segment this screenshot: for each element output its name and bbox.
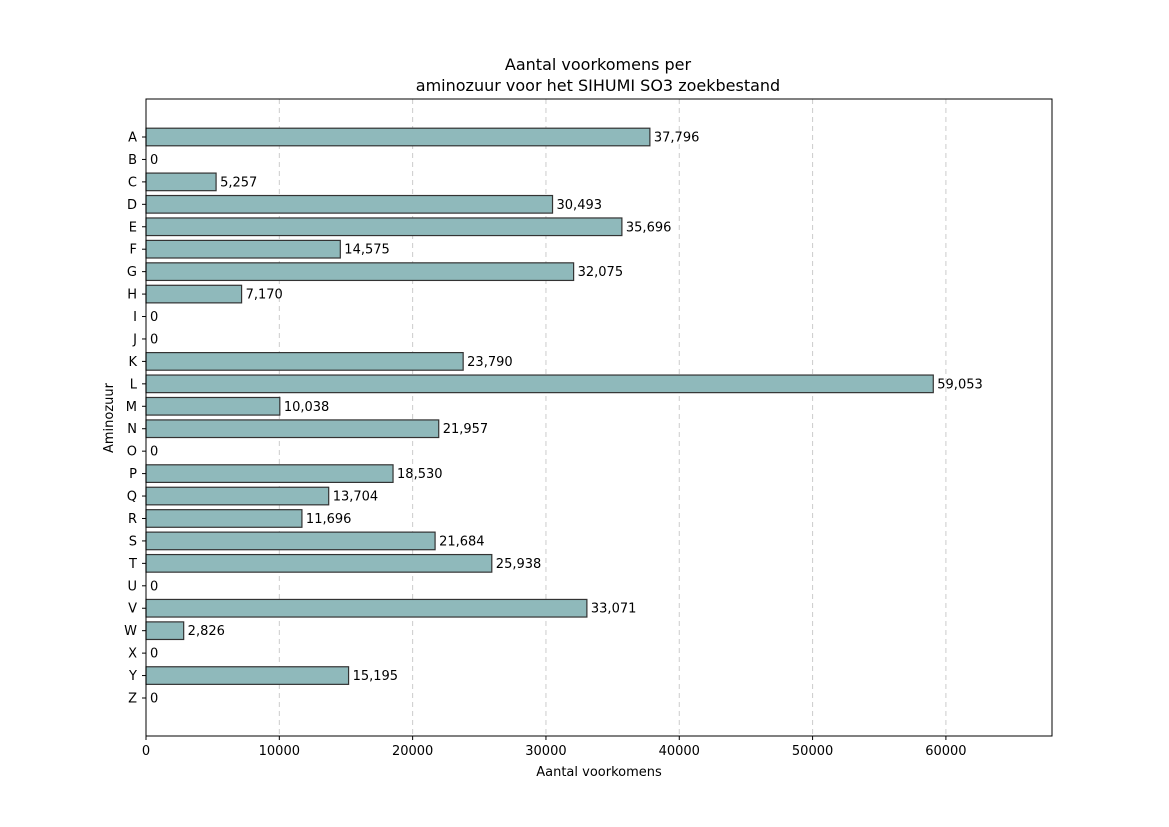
bar-T (145, 553, 493, 573)
data-label-T: 25,938 (496, 557, 542, 572)
bar-D (145, 194, 554, 214)
data-label-W: 2,826 (188, 624, 225, 639)
bar-E (145, 217, 623, 237)
data-label-I: 0 (150, 310, 158, 325)
y-tick-label-Y: Y (128, 669, 137, 684)
data-label-K: 23,790 (467, 355, 513, 370)
bar-M (145, 396, 281, 416)
data-label-Q: 13,704 (333, 490, 379, 505)
bar-layer (145, 127, 934, 685)
bar-R (145, 509, 303, 528)
data-label-P: 18,530 (397, 467, 443, 482)
bar-K (145, 352, 464, 371)
y-tick-label-J: J (132, 332, 137, 347)
data-label-B: 0 (150, 153, 158, 168)
y-tick-label-O: O (127, 445, 137, 460)
data-label-G: 32,075 (578, 265, 624, 280)
plot-frame (145, 98, 1053, 737)
y-tick-label-D: D (127, 198, 137, 213)
data-label-D: 30,493 (557, 198, 603, 213)
bar-S (145, 531, 436, 551)
data-label-H: 7,170 (246, 288, 283, 303)
bar-Y (145, 666, 350, 685)
y-tick-label-K: K (128, 355, 137, 370)
bar-P (145, 464, 394, 483)
y-tick-label-S: S (129, 534, 137, 549)
data-label-X: 0 (150, 647, 158, 662)
chart-title-line-2: aminozuur voor het SIHUMI SO3 zoekbestan… (416, 76, 780, 95)
x-tick-label: 0 (142, 744, 150, 759)
y-tick-label-T: T (128, 557, 137, 572)
y-tick-label-L: L (130, 377, 138, 392)
y-tick-label-I: I (133, 310, 137, 325)
y-tick-label-E: E (129, 220, 137, 235)
y-tick-label-B: B (128, 153, 137, 168)
data-label-F: 14,575 (344, 243, 390, 258)
data-label-N: 21,957 (443, 422, 489, 437)
data-label-U: 0 (150, 579, 158, 594)
data-label-L: 59,053 (937, 377, 983, 392)
y-tick-label-U: U (127, 579, 137, 594)
bar-Q (145, 486, 330, 506)
data-label-A: 37,796 (654, 131, 700, 146)
y-tick-label-W: W (124, 624, 137, 639)
data-label-S: 21,684 (439, 534, 485, 549)
data-label-C: 5,257 (220, 175, 257, 190)
x-tick-label: 30000 (525, 744, 566, 759)
data-label-J: 0 (150, 332, 158, 347)
y-tick-label-C: C (128, 175, 137, 190)
bar-V (145, 598, 588, 618)
bar-G (145, 262, 575, 282)
x-tick-label: 50000 (792, 744, 833, 759)
y-tick-label-F: F (130, 243, 137, 258)
data-label-layer: 37,796 0 5,257 30,493 35,696 14,575 32,075 7,17… (150, 131, 983, 707)
data-label-O: 0 (150, 445, 158, 460)
bar-F (145, 239, 341, 259)
y-tick-label-H: H (127, 288, 137, 303)
x-axis-label: Aantal voorkomens (536, 765, 662, 780)
x-tick-label: 60000 (925, 744, 966, 759)
y-tick-label-X: X (128, 647, 137, 662)
y-tick-label-M: M (126, 400, 137, 415)
y-tick-label-P: P (129, 467, 137, 482)
x-axis-ticks: 0 10000 20000 30000 40000 50000 60000 (142, 736, 967, 759)
x-tick-label: 10000 (259, 744, 300, 759)
y-axis-label: Aminozuur (102, 382, 117, 453)
chart-title-line-1: Aantal voorkomens per (505, 55, 692, 74)
x-tick-label: 40000 (659, 744, 700, 759)
data-label-Y: 15,195 (353, 669, 399, 684)
bar-H (145, 284, 243, 304)
y-tick-label-V: V (128, 602, 137, 617)
y-tick-label-Q: Q (127, 490, 137, 505)
bar-L (145, 374, 934, 394)
grid-layer (278, 99, 947, 736)
y-tick-label-R: R (128, 512, 137, 527)
bar-C (145, 172, 217, 192)
x-tick-label: 20000 (392, 744, 433, 759)
data-label-Z: 0 (150, 692, 158, 707)
y-tick-label-N: N (127, 422, 137, 437)
y-tick-label-Z: Z (128, 692, 137, 707)
bar-N (145, 419, 440, 439)
y-tick-label-G: G (127, 265, 137, 280)
bar-W (145, 621, 185, 641)
bar-A (145, 127, 651, 147)
data-label-E: 35,696 (626, 220, 672, 235)
data-label-R: 11,696 (306, 512, 352, 527)
data-label-V: 33,071 (591, 602, 637, 617)
data-label-M: 10,038 (284, 400, 330, 415)
y-tick-label-A: A (128, 131, 137, 146)
